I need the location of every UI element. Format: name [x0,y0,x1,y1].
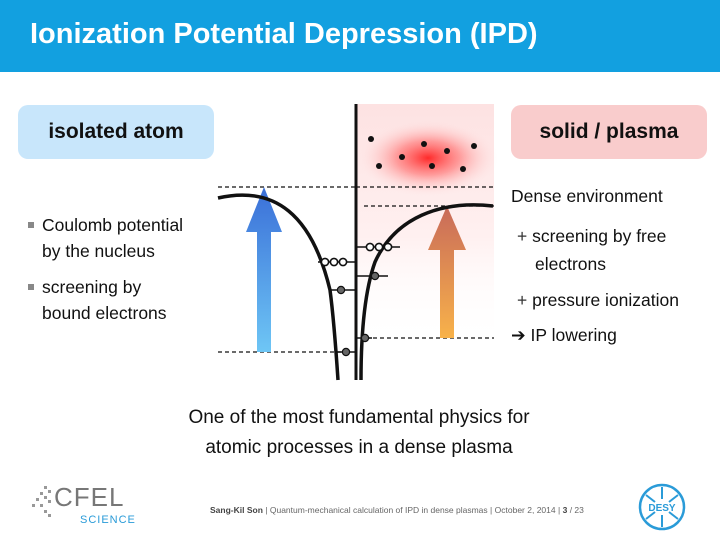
bullet-text: bound electrons [42,303,167,323]
bullet-square-icon [28,222,34,228]
footer-date: October 2, 2014 [494,505,556,515]
free-electron-cloud [358,120,498,196]
bullet-text: screening by [42,277,142,297]
isolated-potential-curve [217,193,340,381]
slide-caption: One of the most fundamental physics for … [0,403,720,463]
bullet-text: Coulomb potential [42,215,184,235]
ionization-arrow-plasma [428,206,466,338]
footer-total: / 23 [569,505,584,515]
plasma-potential-curve [359,203,494,381]
solid-plasma-label: solid / plasma [511,105,707,159]
slide-footer: Sang-Kil Son | Quantum-mechanical calcul… [210,505,630,515]
bullet-screening: screening by bound electrons [28,274,218,326]
cfel-logo: CFEL SCIENCE [30,482,140,532]
bullet-text: by the nucleus [42,241,155,261]
item-text: pressure ionization [532,290,679,310]
footer-author: Sang-Kil Son [210,505,263,515]
footer-page: 3 [562,505,568,515]
bound-electrons-isolated [336,285,351,357]
cfel-dots-icon [32,486,51,517]
desy-logo: DESY [638,483,686,531]
desy-wordmark: DESY [648,503,676,514]
item-text: screening by free [532,226,667,246]
bound-levels-isolated [318,261,356,353]
slide-title: Ionization Potential Depression (IPD) [30,18,538,50]
caption-line: atomic processes in a dense plasma [205,437,513,458]
item-ip-lowering: ➔ IP lowering [511,325,617,346]
item-pressure-ionization: + pressure ionization [517,290,679,311]
isolated-atom-label: isolated atom [18,105,214,159]
caption-line: One of the most fundamental physics for [188,407,530,428]
footer-sep: | [490,505,493,515]
title-bar: Ionization Potential Depression (IPD) [0,0,720,72]
cfel-science: SCIENCE [80,514,136,526]
footer-sep: | [265,505,268,515]
plus-icon: + [517,226,528,246]
electron-vacancies-plasma [365,242,393,252]
item-text-cont: electrons [535,254,607,274]
footer-sep: | [557,505,561,515]
ionization-arrow-isolated [246,187,282,352]
bullet-coulomb: Coulomb potential by the nucleus [28,212,218,264]
item-text: IP lowering [530,325,617,345]
footer-talk-title: Quantum-mechanical calculation of IPD in… [269,505,488,515]
plus-icon: + [517,290,528,310]
arrow-right-icon: ➔ [511,325,526,345]
dense-heading: Dense environment [511,186,663,206]
cfel-wordmark: CFEL [54,482,125,512]
bound-electrons-plasma [360,271,380,343]
free-electrons [368,136,477,172]
bullet-square-icon [28,284,34,290]
item-free-electrons: + screening by free [517,226,666,247]
left-bullet-list: Coulomb potential by the nucleus screeni… [28,212,218,336]
electron-vacancies [320,257,348,267]
